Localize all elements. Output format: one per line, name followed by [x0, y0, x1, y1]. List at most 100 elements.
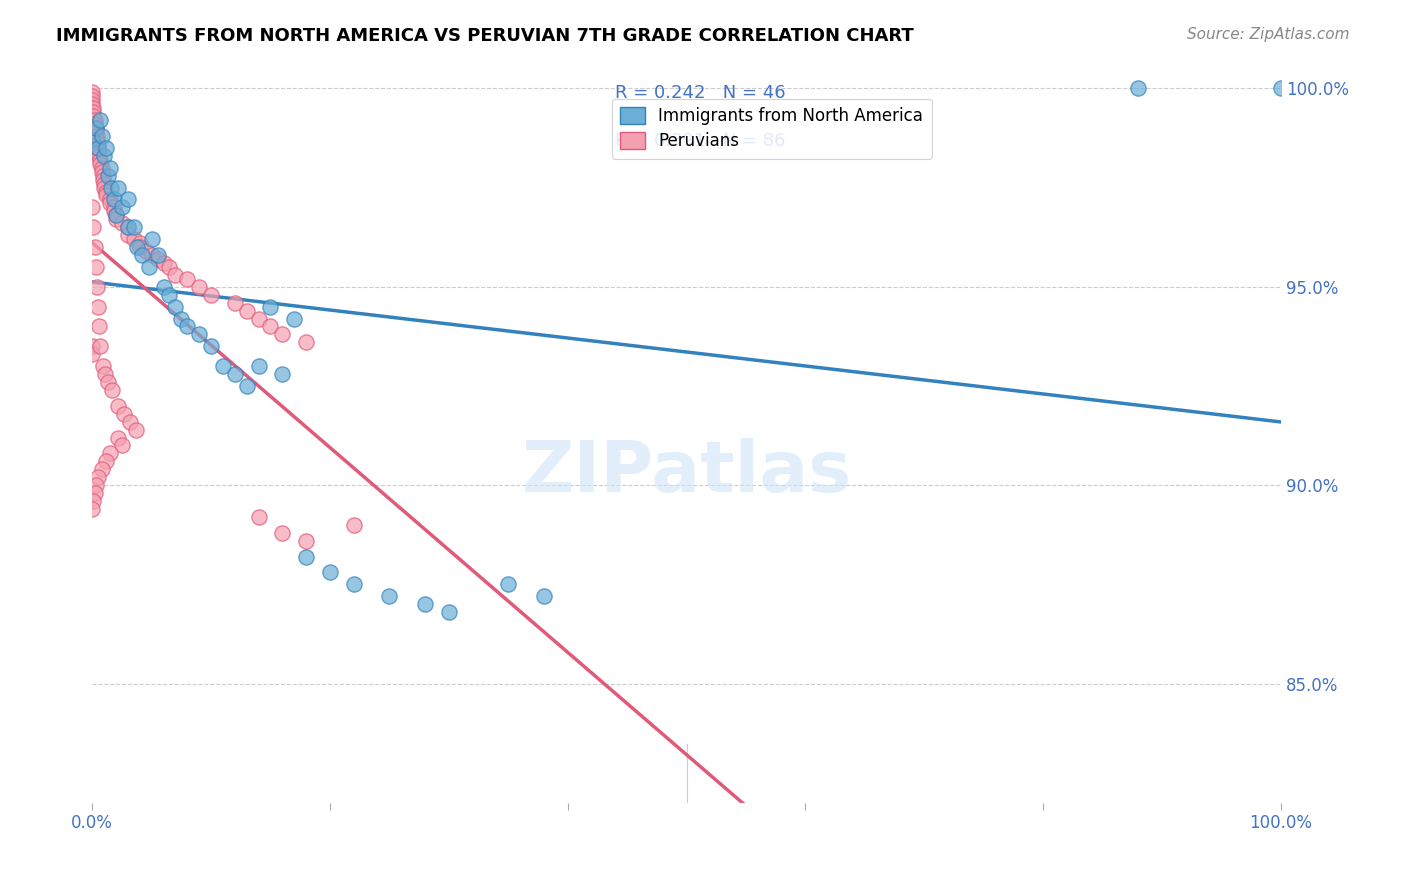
Point	[107, 431, 129, 445]
Point	[103, 193, 125, 207]
Point	[103, 204, 125, 219]
Point	[93, 180, 115, 194]
Point	[83, 240, 105, 254]
Point	[87, 470, 110, 484]
Point	[101, 383, 124, 397]
Point	[135, 244, 157, 258]
Point	[84, 125, 107, 139]
Point	[141, 232, 163, 246]
Point	[83, 486, 105, 500]
Point	[89, 319, 111, 334]
Point	[96, 185, 118, 199]
Point	[91, 169, 114, 183]
Point	[138, 260, 160, 274]
Text: R = 0.242   N = 46: R = 0.242 N = 46	[616, 84, 786, 102]
Point	[122, 232, 145, 246]
Point	[224, 295, 246, 310]
Point	[271, 367, 294, 381]
Point	[86, 128, 108, 143]
Point	[107, 180, 129, 194]
Text: IMMIGRANTS FROM NORTH AMERICA VS PERUVIAN 7TH GRADE CORRELATION CHART: IMMIGRANTS FROM NORTH AMERICA VS PERUVIA…	[56, 27, 914, 45]
Point	[271, 327, 294, 342]
Point	[84, 260, 107, 274]
Point	[83, 113, 105, 128]
Point	[146, 252, 169, 266]
Point	[82, 86, 104, 100]
Point	[117, 220, 139, 235]
Point	[1128, 81, 1150, 95]
Point	[96, 141, 118, 155]
Point	[165, 300, 187, 314]
Point	[247, 359, 270, 373]
Point	[200, 287, 222, 301]
Point	[343, 517, 366, 532]
Point	[152, 279, 174, 293]
Point	[87, 141, 110, 155]
Text: ZIPatlas: ZIPatlas	[522, 438, 852, 507]
Point	[84, 121, 107, 136]
Point	[82, 105, 104, 120]
Point	[247, 311, 270, 326]
Point	[295, 533, 318, 548]
Point	[82, 133, 104, 147]
Point	[86, 133, 108, 147]
Point	[84, 478, 107, 492]
Point	[87, 300, 110, 314]
Point	[378, 589, 401, 603]
Point	[117, 228, 139, 243]
Point	[247, 509, 270, 524]
Point	[235, 303, 257, 318]
Point	[82, 201, 104, 215]
Point	[96, 188, 118, 202]
Point	[159, 260, 181, 274]
Point	[117, 220, 139, 235]
Text: R = 0.391   N = 86: R = 0.391 N = 86	[616, 132, 786, 150]
Point	[104, 208, 127, 222]
Point	[224, 367, 246, 381]
Point	[200, 339, 222, 353]
Point	[176, 272, 198, 286]
Point	[259, 319, 281, 334]
Text: Source: ZipAtlas.com: Source: ZipAtlas.com	[1187, 27, 1350, 42]
Point	[90, 164, 112, 178]
Point	[125, 423, 148, 437]
Point	[100, 180, 122, 194]
Point	[82, 97, 104, 112]
Point	[93, 149, 115, 163]
Point	[98, 193, 121, 207]
Point	[89, 113, 111, 128]
Point	[98, 446, 121, 460]
Point	[90, 161, 112, 175]
Point	[84, 121, 107, 136]
Point	[89, 145, 111, 159]
Point	[82, 220, 104, 235]
Point	[295, 549, 318, 564]
Point	[188, 279, 211, 293]
Point	[82, 109, 104, 123]
Point	[343, 577, 366, 591]
Point	[259, 300, 281, 314]
Point	[159, 287, 181, 301]
Point	[131, 248, 153, 262]
Point	[128, 236, 150, 251]
Point	[283, 311, 305, 326]
Point	[127, 240, 149, 254]
Point	[533, 589, 555, 603]
Point	[496, 577, 519, 591]
Point	[90, 128, 112, 143]
Point	[122, 220, 145, 235]
Point	[86, 279, 108, 293]
Point	[111, 438, 134, 452]
Point	[89, 157, 111, 171]
Legend: Immigrants from North America, Peruvians: Immigrants from North America, Peruvians	[612, 99, 932, 159]
Point	[91, 359, 114, 373]
Point	[104, 212, 127, 227]
Point	[83, 117, 105, 131]
Point	[82, 494, 104, 508]
Point	[1270, 81, 1292, 95]
Point	[413, 597, 436, 611]
Point	[141, 248, 163, 262]
Point	[271, 525, 294, 540]
Point	[112, 407, 135, 421]
Point	[146, 248, 169, 262]
